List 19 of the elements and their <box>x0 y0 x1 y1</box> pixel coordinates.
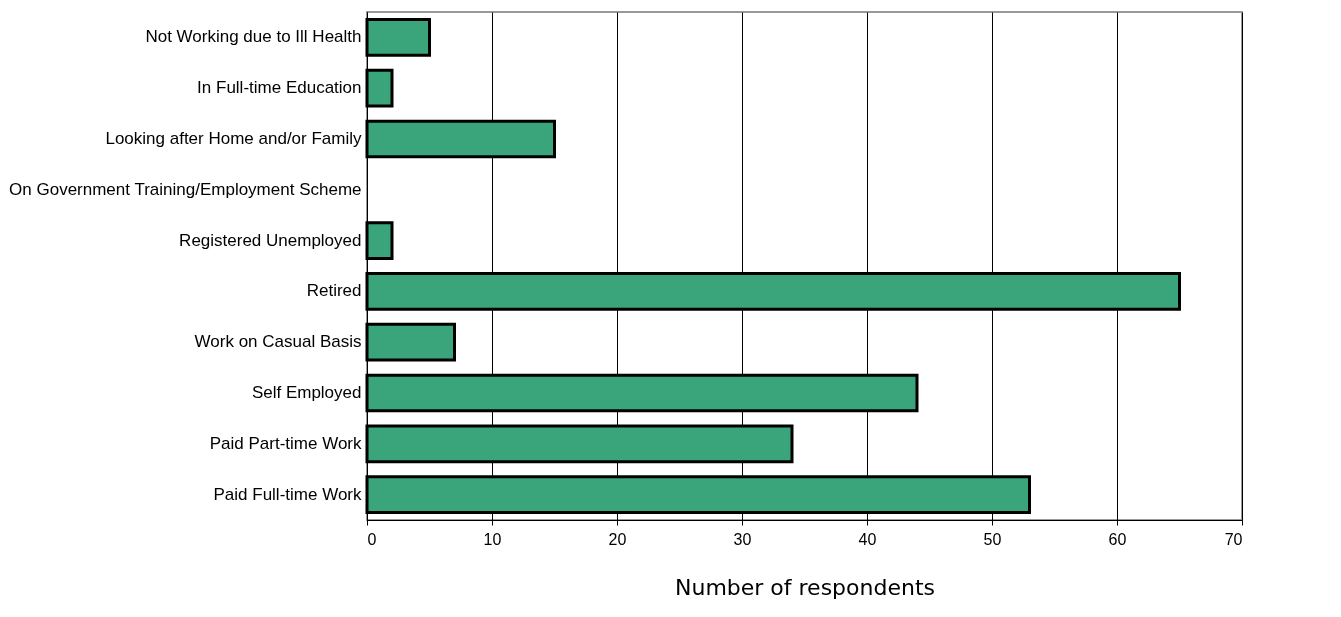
x-tick-label: 60 <box>1108 530 1127 548</box>
x-axis-title: Number of respondents <box>674 574 936 600</box>
y-tick-label: Work on Casual Basis <box>194 332 362 352</box>
y-tick-label: Paid Full-time Work <box>213 484 362 504</box>
y-tick-label: In Full-time Education <box>197 78 362 98</box>
x-tick-label: 40 <box>858 530 877 548</box>
y-tick-label: Retired <box>306 281 362 301</box>
x-tick-label: 10 <box>483 530 502 548</box>
x-tick-label: 70 <box>1224 530 1243 548</box>
y-tick-label: Looking after Home and/or Family <box>105 129 362 148</box>
x-tick-label: 20 <box>608 530 627 548</box>
y-tick-label: Registered Unemployed <box>179 230 362 250</box>
x-tick-label: 30 <box>733 530 752 548</box>
y-tick-label: Not Working due to Ill Health <box>145 27 362 47</box>
y-tick-label: On Government Training/Employment Scheme <box>9 179 362 199</box>
x-tick-label: 0 <box>367 530 377 548</box>
y-tick-label: Self Employed <box>251 383 362 402</box>
x-tick-label: 50 <box>983 530 1002 548</box>
y-tick-label: Paid Part-time Work <box>209 433 362 453</box>
